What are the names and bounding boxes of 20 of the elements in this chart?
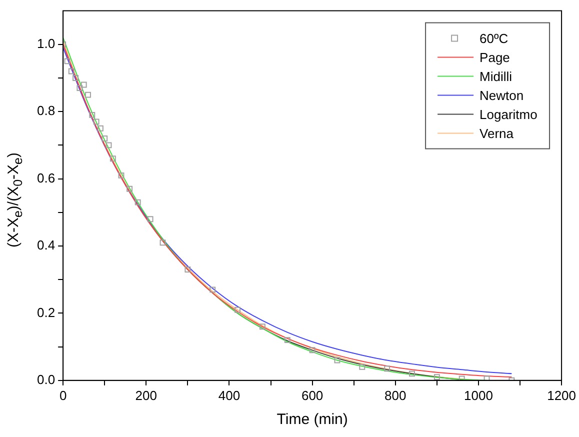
x-tick-label: 800 xyxy=(384,388,406,403)
x-tick-label: 400 xyxy=(218,388,240,403)
legend-label: 60ºC xyxy=(480,30,508,46)
legend-label: Verna xyxy=(480,126,514,141)
legend-label: Newton xyxy=(480,88,524,103)
y-tick-label: 0.0 xyxy=(36,372,56,387)
x-tick-label: 1200 xyxy=(547,388,576,403)
y-tick-label: 0.2 xyxy=(36,304,56,320)
y-tick-label: 0.8 xyxy=(36,103,56,118)
x-axis-title: Time (min) xyxy=(276,411,348,428)
x-tick-label: 600 xyxy=(301,388,324,403)
x-tick-label: 0 xyxy=(59,388,67,403)
y-tick-label: 1.0 xyxy=(36,36,56,51)
legend-label: Midilli xyxy=(480,68,512,84)
x-tick-label: 200 xyxy=(135,388,157,403)
legend-label: Logaritmo xyxy=(480,106,538,122)
y-tick-label: 0.4 xyxy=(36,238,56,253)
y-tick-label: 0.6 xyxy=(36,170,56,186)
x-tick-label: 1000 xyxy=(464,388,493,403)
legend-label: Page xyxy=(480,50,510,65)
